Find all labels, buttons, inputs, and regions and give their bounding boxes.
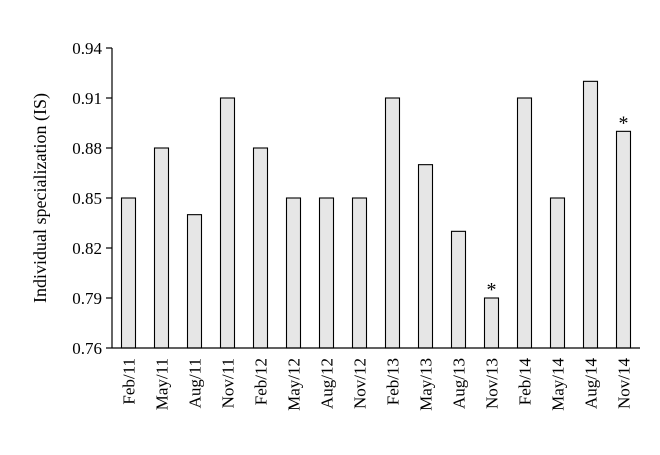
x-tick-label: Feb/14 bbox=[516, 358, 535, 406]
bar bbox=[450, 230, 467, 349]
y-axis: 0.76 0.79 0.82 0.85 0.88 0.91 0.94 bbox=[72, 39, 113, 358]
bar bbox=[582, 80, 599, 349]
y-tick-label: 0.76 bbox=[72, 339, 102, 358]
x-tick-label: Aug/13 bbox=[450, 358, 469, 409]
bar bbox=[483, 297, 500, 349]
y-tick-label: 0.91 bbox=[72, 89, 102, 108]
y-tick-label: 0.82 bbox=[72, 239, 102, 258]
bar bbox=[252, 147, 269, 349]
x-tick-label: Feb/13 bbox=[384, 358, 403, 405]
significance-marker: * bbox=[487, 279, 497, 301]
bar bbox=[549, 197, 566, 349]
bar bbox=[615, 130, 632, 349]
annotations: ** bbox=[487, 112, 629, 301]
bar bbox=[153, 147, 170, 349]
y-tick-label: 0.88 bbox=[72, 139, 102, 158]
x-tick-label: Nov/11 bbox=[219, 358, 238, 408]
bar bbox=[351, 197, 368, 349]
x-tick-label: Aug/12 bbox=[318, 358, 337, 409]
bars bbox=[120, 80, 632, 349]
bar bbox=[516, 97, 533, 349]
bar bbox=[318, 197, 335, 349]
x-tick-label: May/11 bbox=[153, 358, 172, 410]
x-tick-label: Nov/13 bbox=[483, 358, 502, 409]
y-tick-label: 0.85 bbox=[72, 189, 102, 208]
bar bbox=[219, 97, 236, 349]
x-tick-label: Aug/11 bbox=[186, 358, 205, 408]
y-tick-label: 0.94 bbox=[72, 39, 102, 58]
bar bbox=[186, 214, 203, 349]
x-tick-label: May/14 bbox=[549, 358, 568, 411]
x-tick-label: Nov/12 bbox=[351, 358, 370, 409]
bar bbox=[417, 164, 434, 349]
significance-marker: * bbox=[619, 112, 629, 134]
x-tick-label: Nov/14 bbox=[615, 358, 634, 410]
x-tick-label: May/13 bbox=[417, 358, 436, 411]
x-tick-label: Aug/14 bbox=[582, 358, 601, 410]
x-axis: Feb/11 May/11 Aug/11 Nov/11 Feb/12 May/12 Aug/… bbox=[112, 347, 640, 411]
x-tick-label: Feb/11 bbox=[120, 358, 139, 405]
x-tick-label: May/12 bbox=[285, 358, 304, 411]
y-axis-label: Individual specialization (IS) bbox=[30, 93, 51, 303]
x-tick-label: Feb/12 bbox=[252, 358, 271, 405]
bar bbox=[384, 97, 401, 349]
bar bbox=[120, 197, 137, 349]
bar bbox=[285, 197, 302, 349]
y-tick-label: 0.79 bbox=[72, 289, 102, 308]
